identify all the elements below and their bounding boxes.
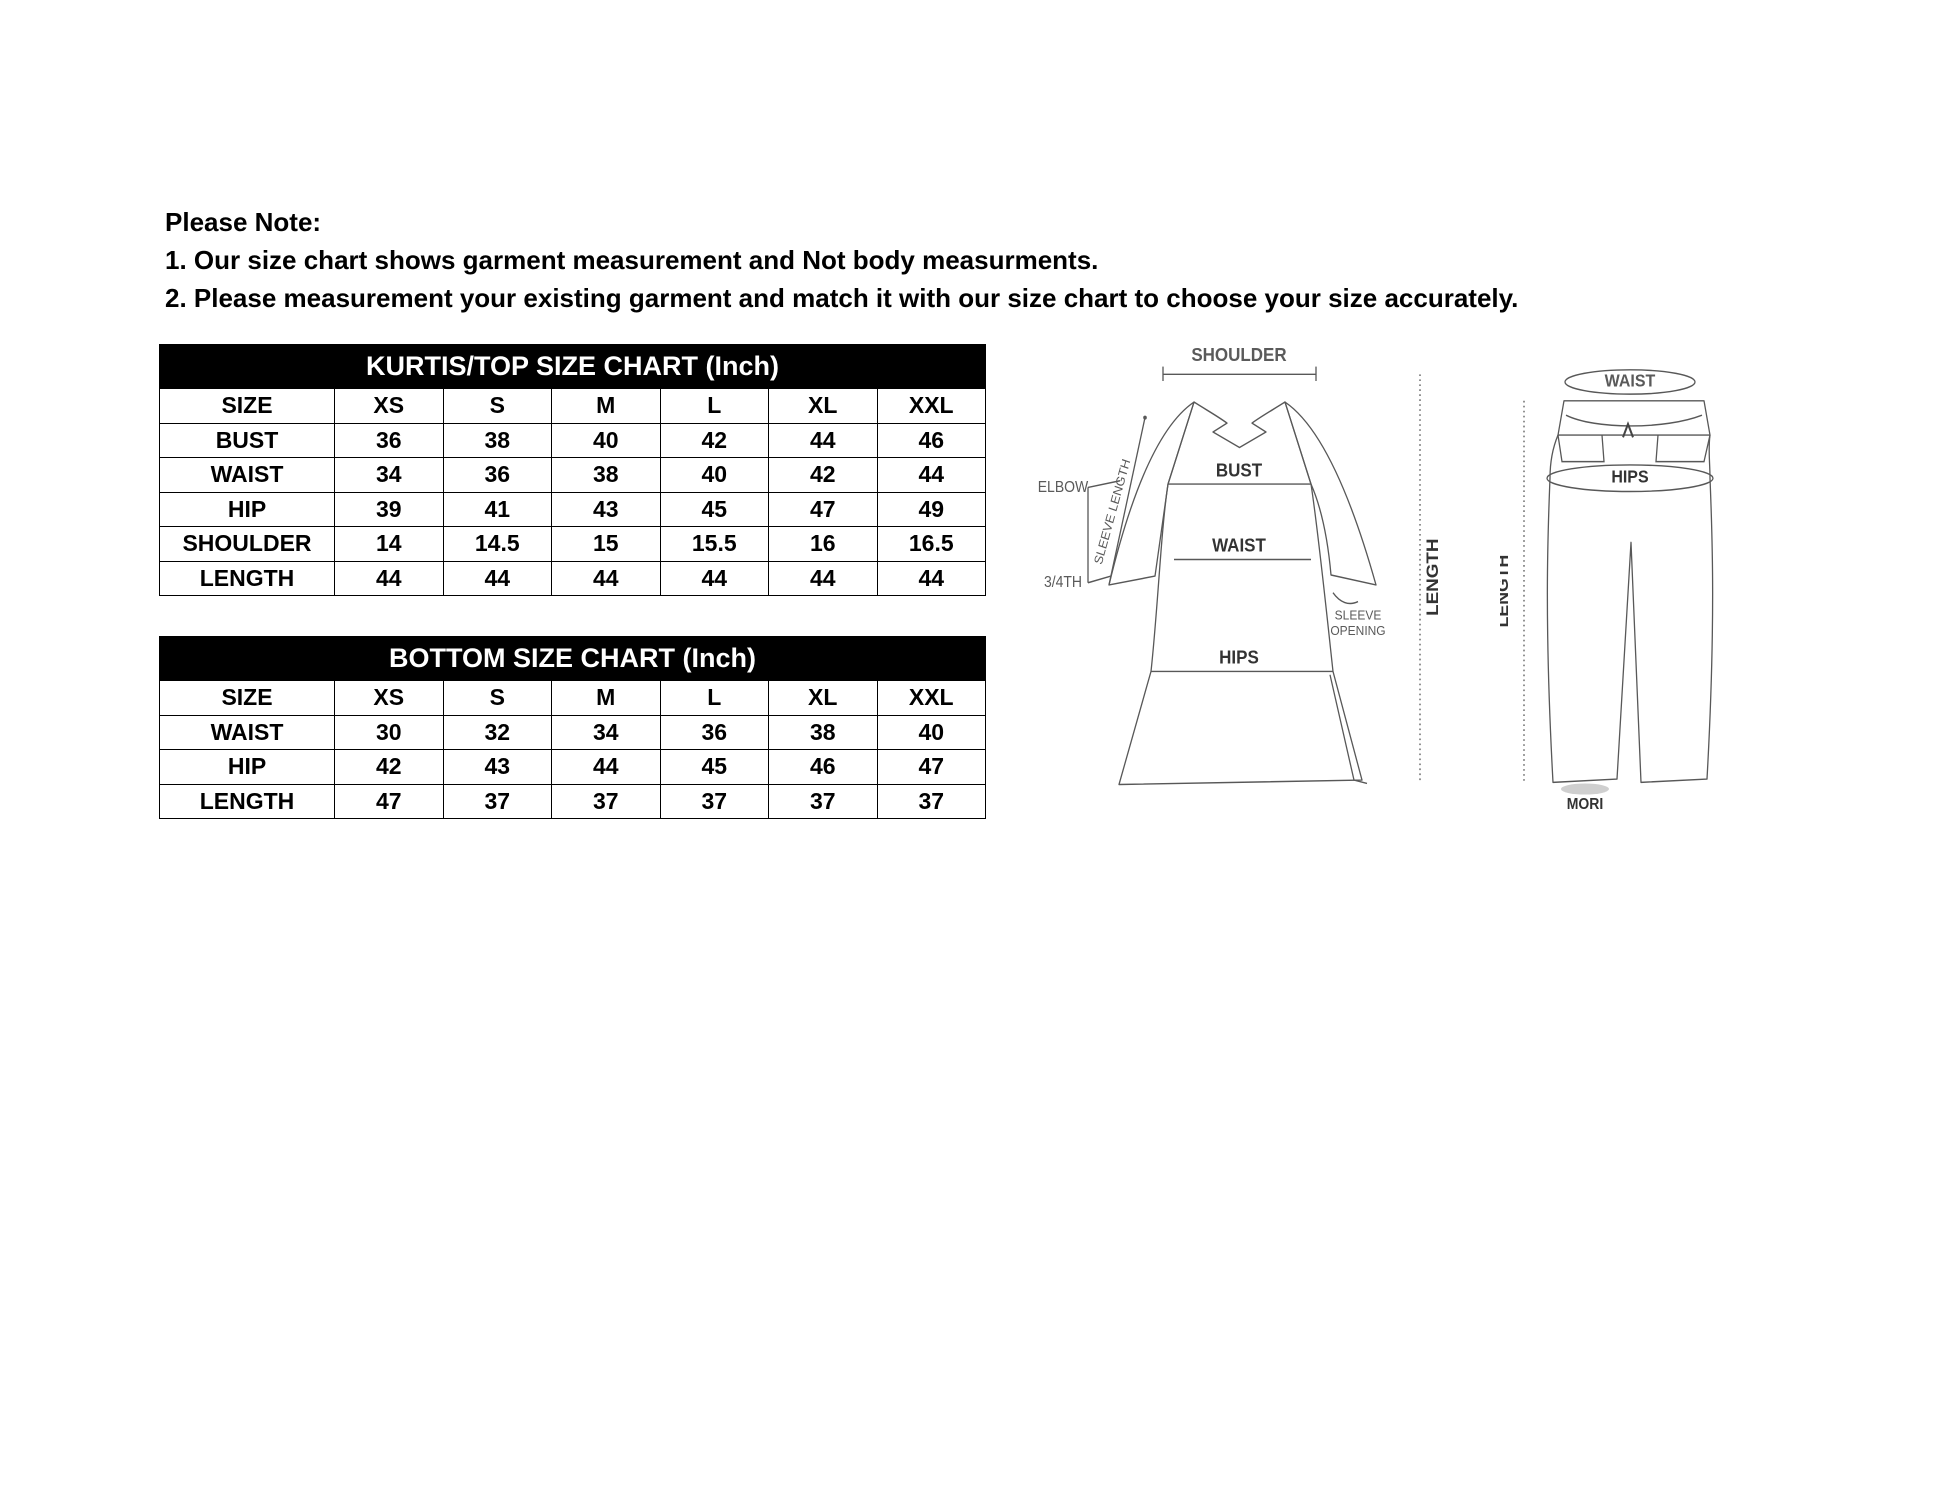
svg-text:WAIST: WAIST [1605,371,1656,391]
svg-text:WAIST: WAIST [1212,535,1266,556]
svg-text:HIPS: HIPS [1611,467,1648,487]
svg-text:LENGTH: LENGTH [1500,555,1512,628]
svg-text:SLEEVE LENGTH: SLEEVE LENGTH [1092,457,1134,566]
svg-text:SLEEVE: SLEEVE [1335,608,1382,623]
svg-text:ELBOW: ELBOW [1038,479,1089,496]
svg-text:BUST: BUST [1216,460,1262,481]
svg-text:MORI: MORI [1567,796,1604,813]
svg-text:3/4TH: 3/4TH [1044,575,1082,592]
svg-text:LENGTH: LENGTH [1423,538,1442,615]
svg-text:HIPS: HIPS [1219,647,1259,668]
svg-text:OPENING: OPENING [1330,623,1385,638]
svg-text:SHOULDER: SHOULDER [1191,344,1286,365]
